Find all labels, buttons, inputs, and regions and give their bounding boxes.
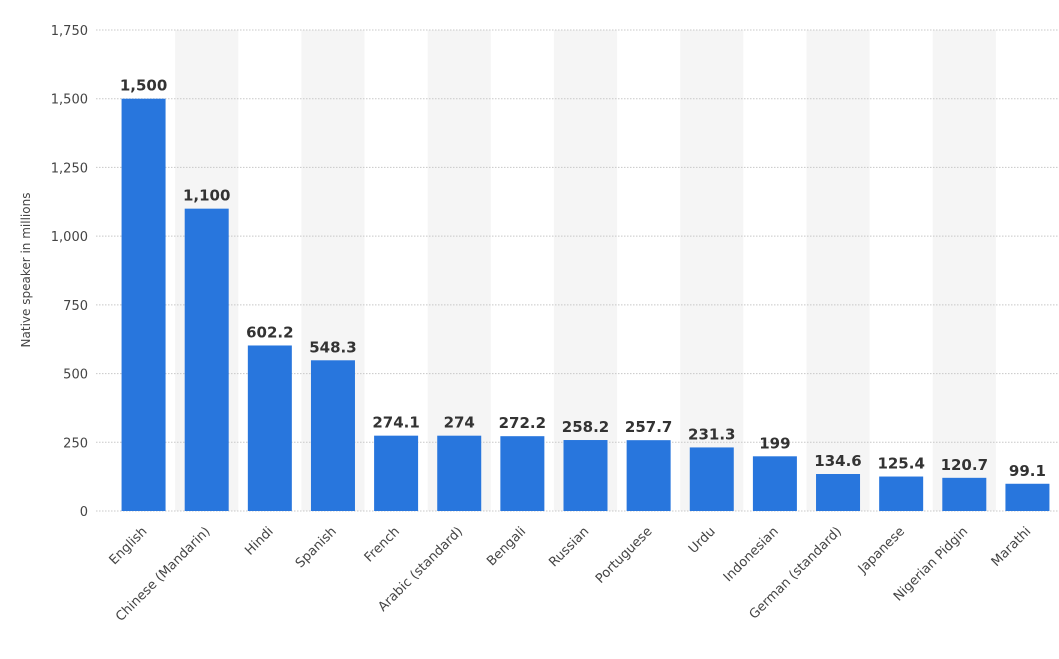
bar [437, 435, 482, 511]
bar [626, 440, 671, 511]
bar [563, 440, 608, 511]
x-tick-label: Japanese [855, 524, 908, 577]
data-label: 1,500 [120, 77, 167, 95]
y-tick-label: 1,500 [51, 93, 88, 108]
band [553, 30, 618, 511]
data-label: 120.7 [941, 456, 988, 474]
bar [374, 435, 419, 511]
bar [310, 360, 355, 511]
y-tick-label: 0 [80, 505, 88, 520]
bar [1005, 483, 1050, 511]
x-tick-label: Marathi [989, 524, 1035, 570]
band [932, 30, 996, 511]
x-tick-label: Urdu [686, 524, 719, 557]
data-label: 548.3 [309, 338, 356, 356]
bar [752, 456, 797, 511]
bar [184, 208, 229, 511]
bar [247, 345, 292, 511]
x-tick-label: English [107, 524, 151, 568]
y-tick-label: 750 [63, 299, 88, 314]
data-label: 258.2 [562, 418, 609, 436]
data-label: 134.6 [814, 452, 861, 470]
bar [689, 447, 734, 511]
bar [500, 436, 545, 511]
data-label: 99.1 [1009, 462, 1046, 480]
band [680, 30, 744, 511]
y-tick-label: 1,000 [51, 230, 88, 245]
bar [121, 98, 166, 511]
data-label: 257.7 [625, 418, 672, 436]
band [427, 30, 491, 511]
x-tick-label: Spanish [293, 524, 340, 571]
alternating-bands [175, 30, 996, 511]
y-tick-label: 500 [63, 368, 88, 383]
data-label: 199 [759, 434, 790, 452]
bar [816, 474, 861, 511]
x-tick-label: Portuguese [593, 524, 655, 586]
x-tick-label: Bengali [484, 524, 529, 569]
band [806, 30, 870, 511]
y-tick-label: 1,250 [51, 161, 88, 176]
bar [879, 476, 924, 511]
data-label: 272.2 [499, 414, 546, 432]
bars [121, 98, 1050, 511]
x-tick-label: Hindi [242, 524, 276, 558]
x-tick-label: French [362, 524, 403, 565]
data-label: 231.3 [688, 425, 735, 443]
data-labels: 1,500 1,100 602.2 548.3 274.1 274 272.2 258.2 25… [120, 77, 1046, 480]
data-label: 125.4 [877, 455, 924, 473]
y-axis-title: Native speaker in millions [19, 193, 33, 348]
data-label: 274 [444, 414, 475, 432]
y-tick-label: 250 [63, 436, 88, 451]
data-label: 1,100 [183, 187, 230, 205]
bar [942, 477, 987, 511]
y-tick-label: 1,750 [51, 24, 88, 39]
data-label: 274.1 [372, 414, 419, 432]
x-tick-label: Indonesian [721, 524, 782, 585]
y-axis-ticks: 0 250 500 750 1,000 1,250 1,500 1,750 [51, 24, 88, 520]
x-tick-label: Russian [546, 524, 592, 570]
data-label: 602.2 [246, 323, 293, 341]
